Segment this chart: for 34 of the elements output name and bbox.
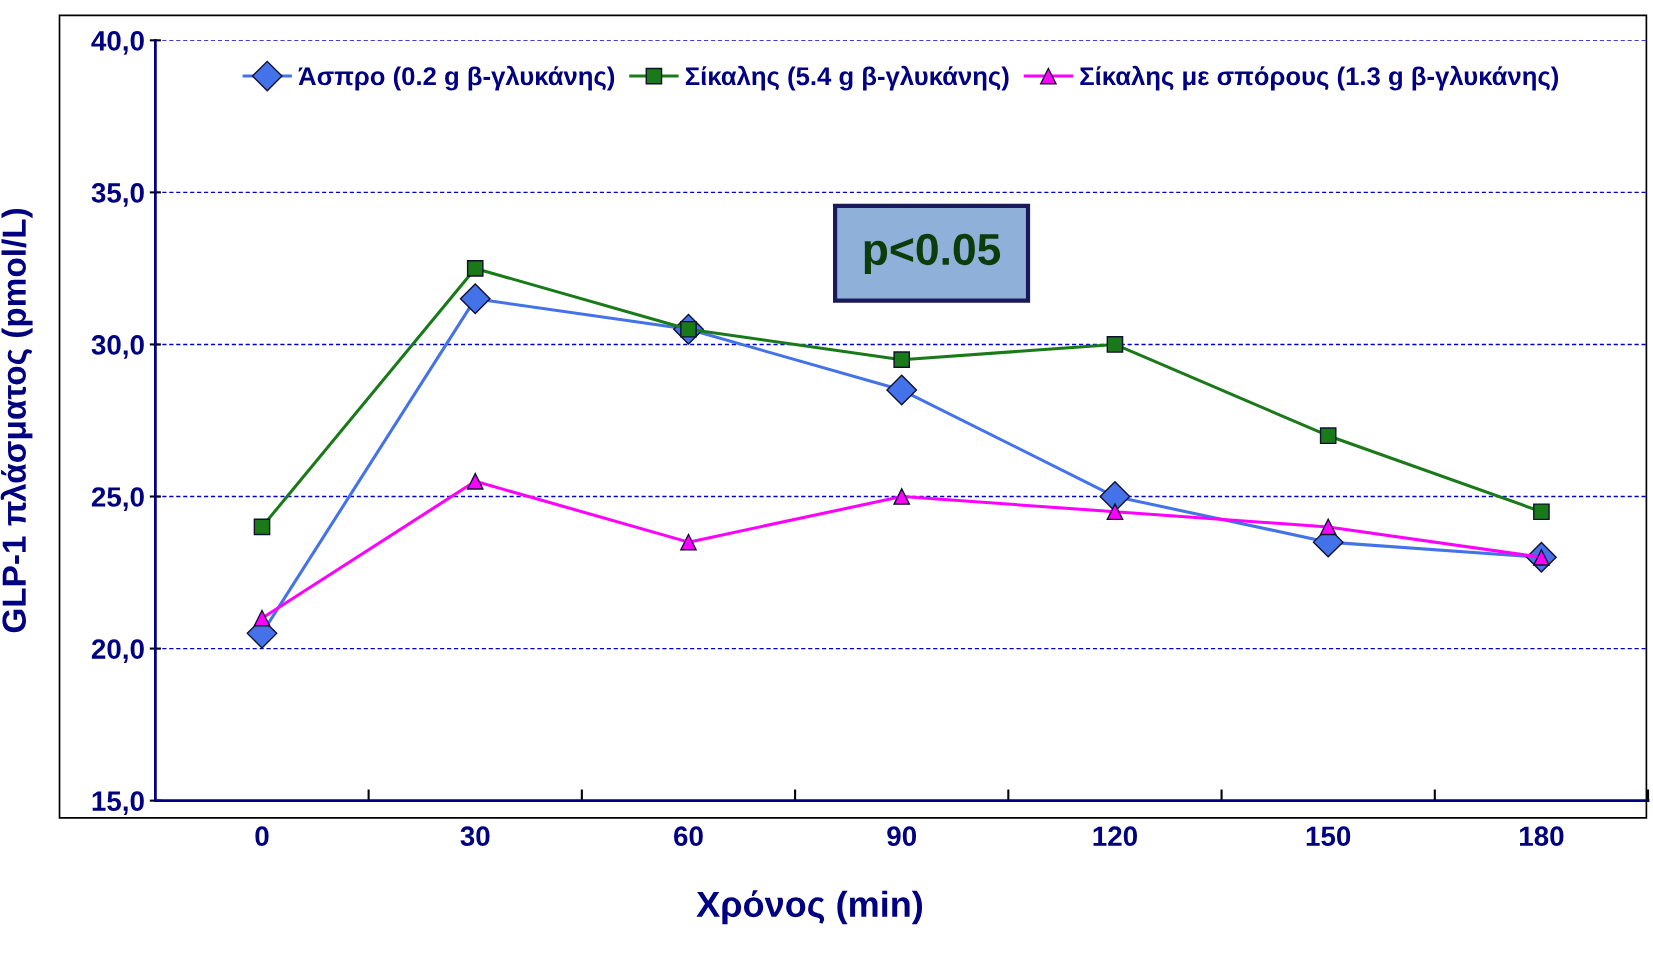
x-tick-label: 150 xyxy=(1306,826,1351,847)
point xyxy=(253,518,271,536)
legend-label: Άσπρο (0.2 g β-γλυκάνης) xyxy=(298,65,615,91)
y-tick-label: 25,0 xyxy=(91,487,144,511)
point xyxy=(1319,427,1337,445)
point xyxy=(466,472,484,490)
x-tick-label: 180 xyxy=(1520,826,1564,847)
annotation: p<0.05 xyxy=(864,233,1001,274)
x-tick-label: 0 xyxy=(255,826,269,847)
y-tick-label: 35,0 xyxy=(91,183,144,207)
y-tick-label: 30,0 xyxy=(91,335,144,359)
point xyxy=(1533,503,1550,521)
point xyxy=(1106,336,1124,353)
point xyxy=(886,374,918,406)
point xyxy=(893,488,911,505)
y-tick-label: 15,0 xyxy=(92,791,144,816)
point xyxy=(1319,518,1337,536)
x-tick-label: 30 xyxy=(460,826,490,847)
y-tick-label: 40,0 xyxy=(91,30,144,55)
point xyxy=(680,533,697,551)
point xyxy=(893,351,911,368)
point xyxy=(466,260,484,277)
point xyxy=(1099,481,1131,512)
x-tick-label: 60 xyxy=(674,826,703,847)
x-tick-label: 90 xyxy=(887,826,917,847)
x-axis-title: Χρόνος (min) xyxy=(696,890,923,925)
y-axis-title: GLP-1 πλάσματος (pmol/L) xyxy=(0,208,33,633)
legend-label: Σίκαλης (5.4 g β-γλυκάνης) xyxy=(685,65,1009,91)
point xyxy=(253,609,271,627)
point xyxy=(1106,503,1124,521)
legend-label: Σίκαλης με σπόρους (1.3 g β-γλυκάνης) xyxy=(1080,65,1559,91)
y-tick-label: 20,0 xyxy=(91,639,144,663)
x-tick-label: 120 xyxy=(1093,826,1137,847)
point xyxy=(459,283,491,315)
